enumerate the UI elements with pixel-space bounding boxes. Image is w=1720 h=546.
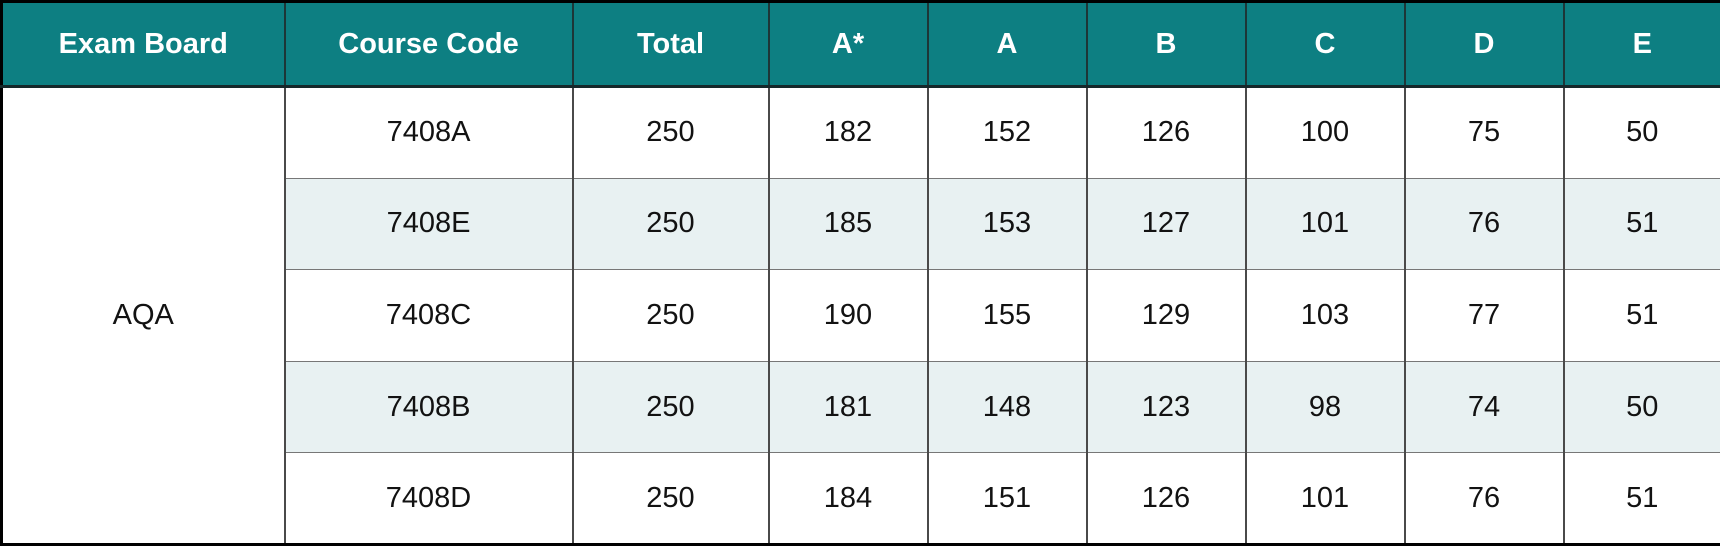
cell-b: 129: [1085, 269, 1247, 362]
cell-c: 101: [1244, 452, 1406, 545]
cell-e: 50: [1562, 86, 1720, 179]
cell-d: 76: [1403, 452, 1565, 545]
cell-a-star: 181: [767, 360, 929, 454]
cell-b: 123: [1085, 360, 1247, 454]
header-cell-total: Total: [571, 1, 770, 88]
cell-a-star: 184: [767, 452, 929, 545]
cell-e: 51: [1562, 452, 1720, 545]
header-cell-exam-board: Exam Board: [0, 1, 286, 88]
cell-course-code: 7408D: [283, 452, 574, 545]
exam-board-cell: AQA: [0, 86, 286, 545]
cell-a: 153: [926, 177, 1088, 271]
cell-b: 126: [1085, 86, 1247, 179]
header-row: Exam Board Course Code Total A* A B C D …: [0, 1, 1720, 88]
table-row: 7408E 250 185 153 127 101 76 51: [2, 177, 1720, 271]
cell-total: 250: [571, 86, 770, 179]
header-cell-b: B: [1085, 1, 1247, 88]
table-row: 7408C 250 190 155 129 103 77 51: [2, 269, 1720, 362]
header-cell-c: C: [1244, 1, 1406, 88]
cell-course-code: 7408A: [283, 86, 574, 179]
cell-total: 250: [571, 177, 770, 271]
cell-c: 100: [1244, 86, 1406, 179]
cell-a-star: 182: [767, 86, 929, 179]
cell-a: 152: [926, 86, 1088, 179]
table-row: AQA 7408A 250 182 152 126 100 75 50: [0, 86, 1720, 545]
cell-e: 50: [1562, 360, 1720, 454]
cell-course-code: 7408E: [283, 177, 574, 271]
cell-a: 155: [926, 269, 1088, 362]
cell-a: 151: [926, 452, 1088, 545]
cell-total: 250: [571, 360, 770, 454]
cell-c: 98: [1244, 360, 1406, 454]
header-cell-d: D: [1403, 1, 1565, 88]
cell-e: 51: [1562, 177, 1720, 271]
cell-d: 76: [1403, 177, 1565, 271]
cell-a-star: 185: [767, 177, 929, 271]
cell-d: 74: [1403, 360, 1565, 454]
cell-total: 250: [571, 269, 770, 362]
header-cell-course-code: Course Code: [283, 1, 574, 88]
cell-d: 77: [1403, 269, 1565, 362]
header-cell-a: A: [926, 1, 1088, 88]
header-cell-a-star: A*: [767, 1, 929, 88]
cell-total: 250: [571, 452, 770, 545]
cell-course-code: 7408C: [283, 269, 574, 362]
cell-e: 51: [1562, 269, 1720, 362]
cell-d: 75: [1403, 86, 1565, 179]
cell-b: 127: [1085, 177, 1247, 271]
cell-c: 101: [1244, 177, 1406, 271]
table-row: 7408B 250 181 148 123 98 74 50: [2, 360, 1720, 454]
cell-a-star: 190: [767, 269, 929, 362]
cell-b: 126: [1085, 452, 1247, 545]
cell-c: 103: [1244, 269, 1406, 362]
table-row: 7408D 250 184 151 126 101 76 51: [2, 452, 1720, 545]
cell-a: 148: [926, 360, 1088, 454]
header-cell-e: E: [1562, 1, 1720, 88]
cell-course-code: 7408B: [283, 360, 574, 454]
